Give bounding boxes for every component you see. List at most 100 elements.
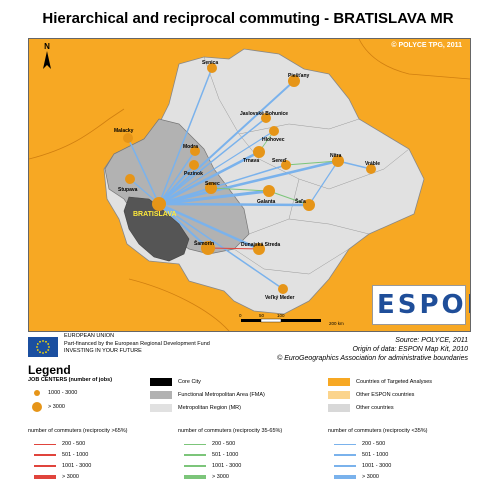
legend-title: Legend [28, 363, 71, 377]
eu-star-icon [39, 340, 41, 343]
commuting-link-low [157, 189, 271, 206]
place-label-9: Nitra [330, 153, 342, 159]
eu-star-icon [47, 343, 50, 345]
commuting-link-high [207, 247, 260, 250]
job-center-6[interactable] [190, 146, 200, 156]
espon-logo-text: ESPON [377, 290, 470, 320]
north-arrow-icon [43, 51, 51, 69]
commuting-link-low [158, 187, 212, 205]
source-line-1: Source: POLYCE, 2011 [395, 337, 468, 344]
country-border [29, 108, 125, 160]
legend-link-swatch [34, 475, 56, 479]
job-center-12[interactable] [205, 182, 217, 194]
commuting-link-low [158, 130, 275, 205]
commuting-link-low [127, 137, 160, 205]
place-label-11: Stupava [118, 187, 138, 193]
place-label-16: Šamorín [194, 239, 214, 247]
job-center-7[interactable] [189, 160, 199, 170]
legend-links-title-1: number of commuters (reciprocity 35-65%) [178, 428, 283, 434]
eu-star-icon [48, 346, 50, 348]
source-credit: Source: POLYCE, 2011 Origin of data: ESP… [277, 336, 468, 363]
country-border [128, 278, 230, 331]
eu-flag-icon [28, 337, 58, 357]
legend-mr: Metropolitan Region (MR) [178, 405, 241, 411]
legend-link-swatch [34, 443, 56, 445]
map-frame[interactable]: Senica Piešťany Jaslovské Bohunice Hlohovec… [28, 38, 471, 332]
legend-job-large: > 3000 [48, 404, 65, 410]
job-center-14[interactable] [303, 199, 315, 211]
legend-link-label: 200 - 500 [212, 441, 236, 447]
legend-core-city: Core City [178, 379, 201, 385]
eu-star-icon [36, 343, 39, 345]
legend-swatch-other-espon [328, 391, 350, 399]
place-label-13: Galanta [257, 199, 276, 205]
place-label-10: Vráble [365, 161, 380, 167]
legend-link-label: 1001 - 3000 [62, 463, 92, 469]
eu-star-icon [39, 351, 41, 354]
place-label-0: Senica [202, 60, 218, 66]
commuting-link-low [157, 202, 311, 207]
legend-link-swatch [34, 464, 56, 468]
place-label-3: Hlohovec [262, 137, 285, 143]
legend-link-label: 1001 - 3000 [212, 463, 242, 469]
commuting-link-low [158, 150, 196, 205]
scale-tick-100: 100 [277, 313, 285, 318]
legend-link-swatch [184, 454, 206, 456]
job-center-16[interactable] [201, 241, 215, 255]
legend-link-label: > 3000 [62, 474, 79, 480]
job-center-2[interactable] [261, 113, 271, 123]
source-line-2: Origin of data: ESPON Map Kit, 2010 [352, 346, 468, 353]
eu-line-3: INVESTING IN YOUR FUTURE [64, 348, 142, 354]
commuting-link-low [158, 164, 195, 205]
place-label-6: Modra [183, 144, 198, 150]
legend-other: Other countries [356, 405, 394, 411]
job-center-15[interactable] [152, 197, 166, 211]
scale-tick-0: 0 [239, 313, 242, 318]
place-label-18: Veľký Meder [265, 295, 294, 301]
legend-link-label: 1001 - 3000 [362, 463, 392, 469]
place-label-1: Piešťany [288, 73, 310, 79]
job-center-1[interactable] [288, 75, 300, 87]
place-label-15: BRATISLAVA [133, 211, 177, 218]
commuting-link-mid [285, 160, 339, 166]
job-center-11[interactable] [125, 174, 135, 184]
eu-star-icon [47, 349, 50, 351]
legend-link-label: 501 - 1000 [212, 452, 239, 458]
legend-link-swatch [334, 475, 356, 479]
job-center-8[interactable] [281, 160, 291, 170]
place-label-14: Šaľa [295, 197, 306, 205]
job-center-3[interactable] [269, 126, 279, 136]
legend-link-swatch [184, 443, 206, 445]
north-label: N [44, 42, 50, 51]
place-label-4: Malacky [114, 128, 134, 134]
job-center-18[interactable] [278, 284, 288, 294]
job-center-10[interactable] [366, 164, 376, 174]
job-center-5[interactable] [253, 146, 265, 158]
legend-links-title-0: number of commuters (reciprocity >65%) [28, 428, 128, 434]
job-center-4[interactable] [123, 133, 133, 143]
job-center-0[interactable] [207, 63, 217, 73]
commuting-links [127, 67, 372, 290]
country-border [358, 39, 470, 80]
espon-logo: ESPON [372, 285, 470, 325]
job-center-13[interactable] [263, 185, 275, 197]
eu-star-icon [45, 351, 47, 354]
map-canvas[interactable]: Senica Piešťany Jaslovské Bohunice Hlohovec… [29, 39, 470, 331]
commuting-link-low [157, 159, 340, 206]
job-center-9[interactable] [332, 155, 344, 167]
place-label-5: Trnava [243, 158, 259, 164]
eu-star-icon [45, 340, 47, 343]
commuting-link-low [158, 80, 295, 205]
copyright-label: © POLYCE TPG, 2011 [391, 42, 462, 49]
legend-links-title-2: number of commuters (reciprocity <35%) [328, 428, 428, 434]
legend-swatch-other [328, 404, 350, 412]
legend-job-small: 1000 - 3000 [48, 390, 78, 396]
scale-tick-200: 200 km [329, 321, 344, 326]
legend-link-label: 200 - 500 [362, 441, 386, 447]
job-center-17[interactable] [253, 243, 265, 255]
legend-link-label: > 3000 [362, 474, 379, 480]
legend-job-centers-title: JOB CENTERS (number of jobs) [28, 377, 113, 383]
legend-dot-large [32, 402, 42, 412]
place-label-8: Sereď [272, 158, 287, 164]
commuting-link-low [157, 150, 261, 206]
